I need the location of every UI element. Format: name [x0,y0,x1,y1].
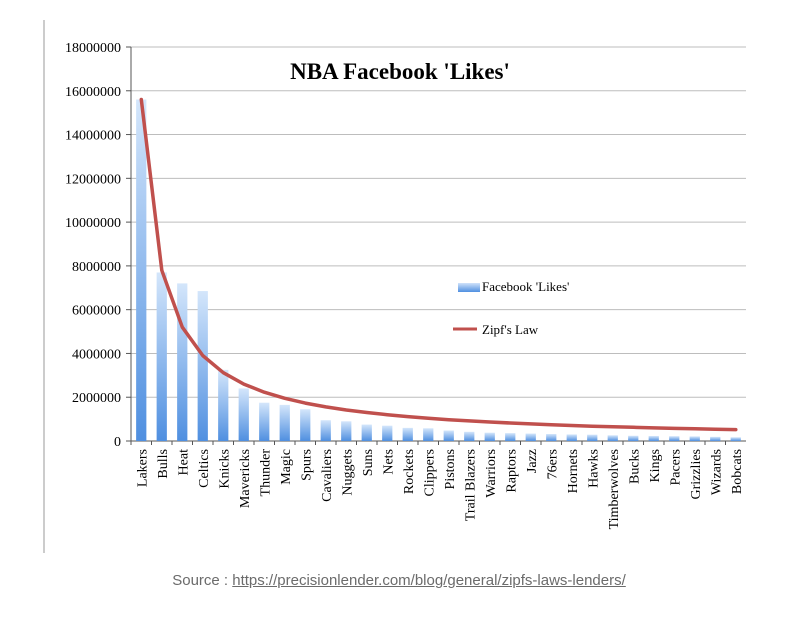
bar-thunder [259,402,270,441]
y-tick-label: 12000000 [65,172,121,187]
x-tick-label: Mavericks [238,449,253,508]
x-tick-label: Lakers [135,449,150,487]
x-tick-label: Nets [381,449,396,475]
x-tick-label: Nuggets [340,449,355,496]
bar-nets [382,425,393,441]
y-tick-label: 14000000 [65,129,121,144]
y-tick-label: 4000000 [72,347,121,362]
bar-magic [279,404,290,441]
bar-warriors [484,432,495,441]
bar-celtics [197,291,208,441]
y-tick-label: 16000000 [65,85,121,100]
x-tick-label: Thunder [258,449,273,497]
x-tick-label: Raptors [504,449,519,493]
bar-bucks [628,435,639,441]
bar-pacers [669,436,680,441]
chart-canvas: 0 2000000 4000000 6000000 8000000 10000000 120… [43,20,746,553]
chart-title: NBA Facebook 'Likes' [290,59,510,84]
bar-spurs [300,409,311,441]
y-tick-labels: 0 2000000 4000000 6000000 8000000 10000000 120… [65,41,121,450]
legend-bar-swatch [458,283,480,292]
bar-cavaliers [320,420,331,441]
bar-nuggets [341,421,352,441]
legend-label-likes: Facebook 'Likes' [482,279,569,294]
x-tick-label: Cavaliers [320,449,335,502]
x-tick-label: Wizards [709,449,724,495]
source-caption: Source : https://precisionlender.com/blo… [0,572,798,589]
x-tick-label: Hornets [566,449,581,493]
y-tick-label: 2000000 [72,391,121,406]
y-tick-label: 8000000 [72,260,121,275]
x-tick-label: Jazz [525,449,540,473]
x-tick-label: Heat [176,449,191,476]
x-tick-label: Suns [361,449,376,476]
y-tick-label: 0 [114,435,121,450]
x-tick-label: Bucks [627,449,642,484]
x-tick-label: Kings [648,449,663,482]
bar-knicks [218,369,229,441]
bar-pistons [443,430,454,441]
x-tick-label: Magic [279,449,294,485]
y-tick-label: 18000000 [65,41,121,56]
bar-grizzlies [689,436,700,441]
bar-bulls [156,272,167,441]
x-tick-label: Clippers [422,449,437,496]
bar-bobcats [730,437,741,441]
bars [136,99,741,442]
x-tick-label: Bobcats [730,449,745,494]
x-tick-label: Rockets [402,449,417,494]
x-tick-label: Trail Blazers [463,449,478,521]
bar-mavericks [238,388,249,441]
bar-timberwolves [607,435,618,441]
legend-label-zipf: Zipf's Law [482,322,539,337]
y-tick-label: 10000000 [65,216,121,231]
bar-trail-blazers [464,431,475,441]
x-tick-labels: Lakers Bulls Heat Celtics Knicks Mavericks Thu… [130,441,745,529]
zipf-line [139,97,738,432]
bar-clippers [423,428,434,441]
x-tick-label: Spurs [299,449,314,481]
source-link[interactable]: https://precisionlender.com/blog/general… [232,572,626,589]
x-tick-label: Grizzlies [689,449,704,500]
x-tick-label: Hawks [586,449,601,488]
bar-heat [177,283,188,441]
x-tick-label: Celtics [197,449,212,488]
y-tick-label: 6000000 [72,304,121,319]
bar-wizards [710,436,721,441]
legend: Facebook 'Likes' Zipf's Law [453,279,569,337]
bar-hornets [566,434,577,441]
x-tick-label: Timberwolves [607,449,622,529]
x-tick-label: 76ers [545,449,560,479]
bar-76ers [546,433,557,441]
bar-suns [361,424,372,441]
x-tick-label: Pistons [443,449,458,489]
bar-rockets [402,427,413,441]
source-prefix: Source : [172,572,233,589]
x-tick-label: Knicks [217,449,232,489]
chart-figure: 0 2000000 4000000 6000000 8000000 10000000 120… [43,20,746,553]
x-tick-label: Bulls [156,449,171,479]
bar-hawks [587,434,598,441]
x-tick-label: Warriors [484,449,499,498]
x-tick-label: Pacers [668,449,683,486]
bar-jazz [525,433,536,441]
bar-raptors [505,433,516,441]
bar-lakers [136,99,147,442]
zipf-line-path [139,97,738,432]
bar-kings [648,435,659,441]
